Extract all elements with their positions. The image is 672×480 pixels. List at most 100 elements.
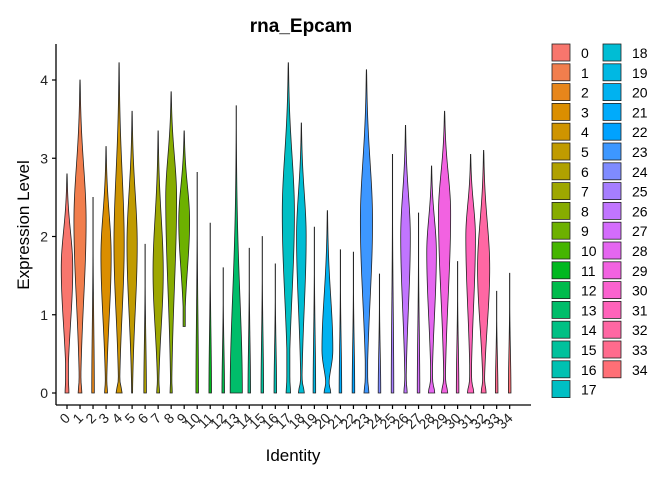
violin-21 [338,249,343,394]
violin-8 [165,91,178,394]
legend-label-31: 31 [632,302,648,318]
legend-key-7 [551,182,571,201]
violin-11 [208,222,212,394]
violin-15 [260,236,264,394]
legend-key-9 [551,221,571,240]
legend-key-30 [602,281,622,300]
legend: 0123456789101112131415161718192021222324… [551,43,648,399]
legend-key-6 [551,162,571,181]
violin-layer [60,62,512,394]
x-tick-label: 1 [69,410,86,427]
violin-22 [351,251,356,394]
legend-label-28: 28 [632,243,648,259]
legend-label-18: 18 [632,45,648,61]
legend-label-13: 13 [581,302,597,318]
legend-key-23 [602,142,622,161]
legend-key-32 [602,320,622,339]
legend-key-4 [551,122,571,141]
legend-key-17 [551,380,571,399]
violin-0 [60,173,74,394]
violin-24 [377,273,382,394]
x-tick-label: 6 [134,410,151,427]
violin-13 [229,105,243,394]
legend-key-34 [602,360,622,379]
legend-label-16: 16 [581,362,597,378]
x-tick-label: 8 [160,410,177,427]
violin-19 [312,226,317,394]
violin-34 [508,272,512,394]
legend-key-29 [602,261,622,280]
legend-label-0: 0 [581,45,589,61]
legend-key-10 [551,241,571,260]
x-tick-label: 7 [147,410,164,427]
x-axis-title: Identity [266,446,321,465]
violin-25 [390,153,395,394]
legend-label-2: 2 [581,85,589,101]
violin-28 [426,165,437,394]
x-tick-label: 34 [493,410,515,432]
violin-30 [455,261,460,394]
legend-label-32: 32 [632,322,648,338]
violin-29 [438,110,452,394]
legend-label-19: 19 [632,65,648,81]
legend-key-18 [602,43,622,62]
violin-26 [400,124,411,394]
legend-key-33 [602,340,622,359]
legend-label-8: 8 [581,203,589,219]
legend-label-21: 21 [632,104,648,120]
legend-label-4: 4 [581,124,589,140]
legend-key-1 [551,63,571,82]
violin-2 [91,196,95,394]
violin-17 [281,62,295,394]
y-axis-ticks: 0 1 2 3 4 [40,72,56,401]
legend-key-12 [551,281,571,300]
legend-key-27 [602,221,622,240]
legend-label-29: 29 [632,263,648,279]
violin-9 [178,130,191,327]
violin-12 [221,267,225,394]
legend-key-14 [551,320,571,339]
violin-7 [152,130,164,394]
legend-label-27: 27 [632,223,648,239]
legend-label-15: 15 [581,342,597,358]
y-tick-label: 0 [40,385,48,401]
legend-label-34: 34 [632,362,648,378]
y-tick-label: 1 [40,307,48,323]
violin-16 [273,263,277,394]
violin-31 [465,153,476,394]
x-axis-ticks: 0123456789101112131415161718192021222324… [56,405,516,432]
legend-key-22 [602,122,622,141]
x-tick-label: 5 [121,410,138,427]
legend-key-5 [551,142,571,161]
y-tick-label: 2 [40,229,48,245]
legend-key-31 [602,300,622,319]
violin-5 [126,110,138,394]
legend-key-24 [602,162,622,181]
violin-6 [143,243,147,394]
x-tick-label: 3 [95,410,112,427]
legend-label-25: 25 [632,184,648,200]
violin-23 [359,69,373,394]
legend-key-28 [602,241,622,260]
x-tick-label: 0 [56,410,73,427]
legend-label-26: 26 [632,203,648,219]
violin-27 [416,212,421,394]
legend-key-16 [551,360,571,379]
legend-label-23: 23 [632,144,648,160]
legend-label-6: 6 [581,164,589,180]
legend-label-30: 30 [632,283,648,299]
legend-key-0 [551,43,571,62]
legend-key-19 [602,63,622,82]
legend-label-20: 20 [632,85,648,101]
legend-label-12: 12 [581,283,597,299]
legend-label-3: 3 [581,104,589,120]
violin-32 [477,150,491,394]
x-tick-label: 2 [82,410,99,427]
legend-key-13 [551,300,571,319]
legend-key-20 [602,83,622,101]
legend-label-11: 11 [581,263,596,279]
legend-label-10: 10 [581,243,597,259]
x-tick-label: 4 [108,410,125,427]
legend-label-5: 5 [581,144,589,160]
y-axis-title: Expression Level [14,160,33,289]
